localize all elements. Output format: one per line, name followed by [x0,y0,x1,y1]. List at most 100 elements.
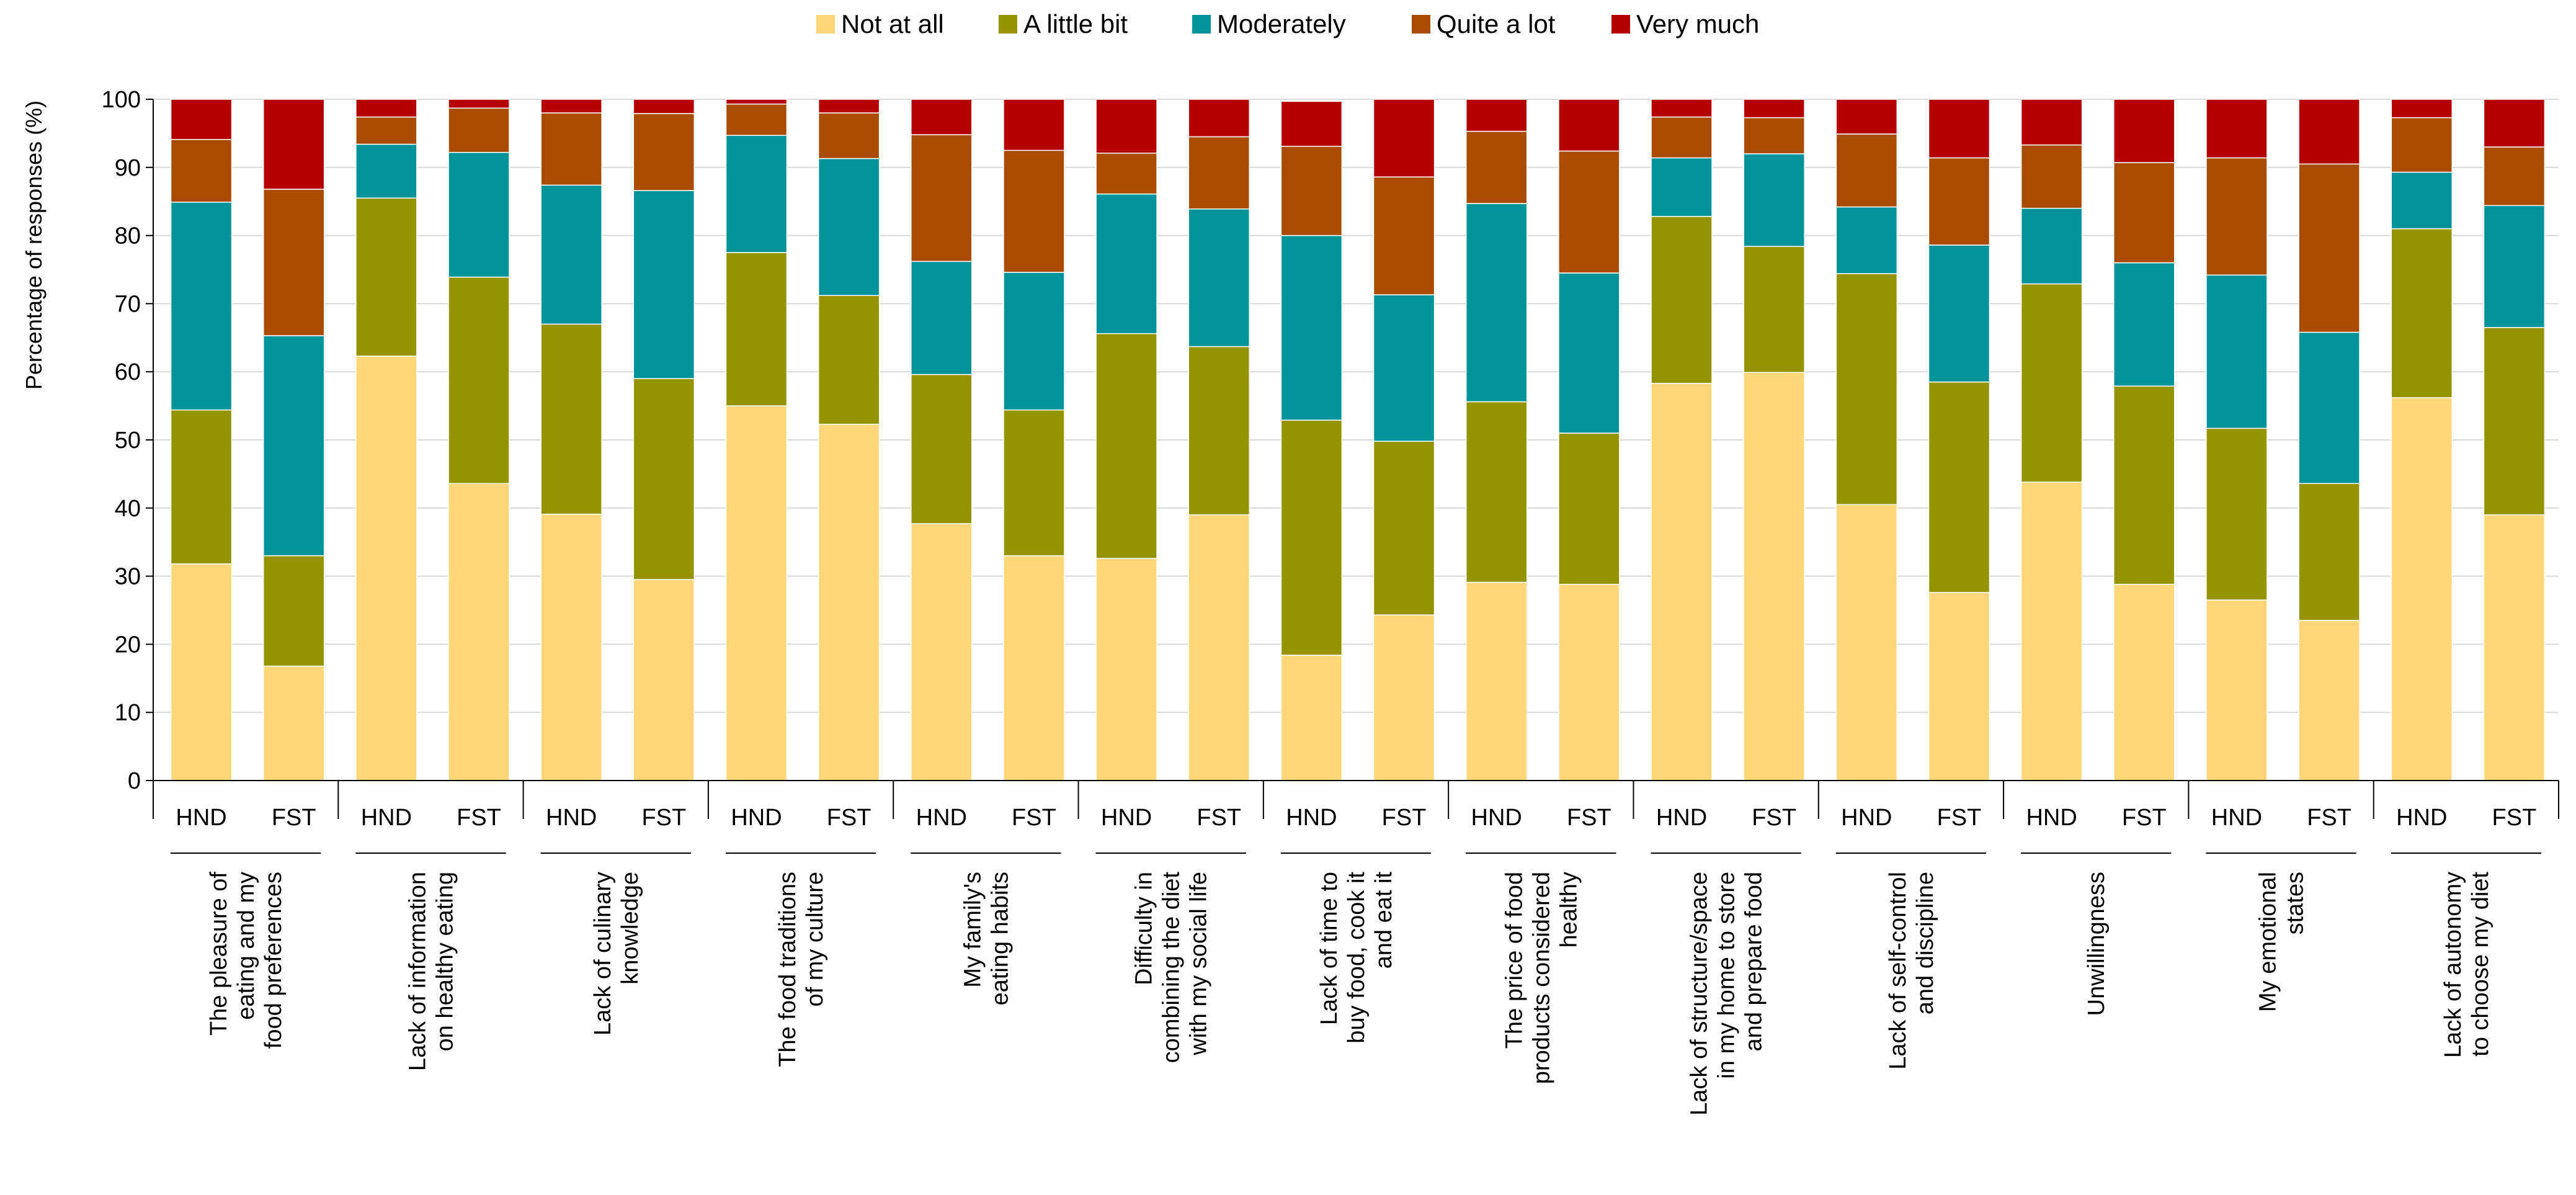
bar-segment [1003,409,1065,557]
bar-label: HND [361,805,412,831]
bar-segment [1373,614,1435,781]
legend-swatch [1412,15,1430,34]
category-label-line: healthy [1556,872,1582,948]
bar-segment [2206,274,2268,429]
bar-label: HND [916,805,967,831]
y-tick-label: 20 [115,632,141,658]
bar-segment [1188,346,1250,516]
bar-segment [818,99,880,114]
bar-segment [1188,514,1250,781]
bar-segment [725,252,788,406]
bar-segment [355,116,417,145]
category-label: Lack of autonomyto choose my diet [2440,872,2494,1058]
bar-segment [2020,481,2083,781]
category-label-line: Lack of time to [1316,872,1342,1025]
bar-segment [2206,157,2268,276]
category-label-line: and discipline [1912,872,1938,1014]
bar-label: HND [2211,805,2262,831]
bar-segment [1743,372,1805,781]
bar-segment [540,323,602,515]
bar-segment [1558,272,1620,434]
bar-segment [2298,483,2360,621]
bar-label: FST [1752,805,1796,831]
y-tick-label: 60 [115,359,141,385]
axes: 0 10 20 30 40 50 60 70 80 90 100 HND FST HND FST HND FST… [102,87,2559,854]
bar-label: HND [176,805,226,831]
category-label-line: food preferences [261,872,287,1049]
bar-segment [818,295,880,425]
bar-segment [1835,206,1898,274]
bar-segment [355,197,417,357]
bar-segment [2391,99,2453,119]
bar-segment [540,513,602,781]
bar-segment [2113,162,2175,264]
bar-segment [2483,327,2546,516]
bar-segment [725,405,788,781]
legend-label: A little bit [1023,9,1128,38]
bar-segment [1558,99,1620,152]
bar-segment [1743,117,1805,154]
bar-label: HND [1101,805,1152,831]
category-label: Unwillingness [2084,872,2110,1016]
bar-segment [2113,584,2175,781]
bar-segment [1465,581,1528,781]
bar-segment [1003,150,1065,273]
y-tick-label: 30 [115,564,141,590]
bar-label: HND [2396,805,2447,831]
bar-segment [1743,153,1805,247]
bar-segment [2391,228,2453,398]
bar-segment [2113,262,2175,387]
bar-segment [355,143,417,199]
bar-label: FST [827,805,871,831]
y-tick-label: 10 [115,700,141,726]
category-label: Difficulty incombining the dietwith my s… [1131,872,1212,1063]
bar-label: HND [1656,805,1707,831]
category-label-line: My family's [960,872,986,988]
bar-segment [2391,117,2453,173]
category-label-line: and prepare food [1741,872,1767,1051]
category-label-line: states [2283,872,2309,934]
category-label-line: and eat it [1371,872,1397,969]
bar-segment [1651,116,1713,159]
legend-swatch [999,15,1017,34]
category-label-line: buy food, cook it [1344,872,1370,1044]
y-tick-label: 70 [115,291,141,317]
bar-segment [1835,99,1898,135]
bar-segment [911,523,973,781]
bar-segment [633,378,695,580]
bar-segment [355,356,417,781]
category-labels: The pleasure ofeating and myfood prefere… [206,872,2494,1116]
bar-segment [2113,99,2175,163]
category-label-line: Lack of autonomy [2440,872,2466,1058]
bar-segment [2206,99,2268,159]
bar-segment [262,665,325,781]
bar-label: FST [2307,805,2351,831]
category-label-line: combining the diet [1159,872,1185,1063]
legend-swatch [1611,15,1630,34]
bar-segment [1558,150,1620,274]
bar-segment [1003,99,1065,151]
legend-label: Quite a lot [1437,9,1556,38]
bar-segment [911,99,973,135]
bar-segment [1003,272,1065,411]
category-label: Lack of time tobuy food, cook itand eat … [1316,872,1397,1044]
bar-segment [540,112,602,186]
bar-segment [448,107,510,153]
category-label-line: Lack of culinary [590,872,616,1036]
category-label-line: My emotional [2255,872,2281,1012]
category-label-line: Lack of self-control [1885,872,1911,1070]
y-tick-label: 90 [115,155,141,181]
category-label: My family'seating habits [960,872,1013,1006]
category-label-line: Lack of structure/space [1687,872,1713,1116]
bar-segment [262,555,325,667]
bar-segment [1743,99,1805,119]
bar-segment [2020,207,2083,285]
bar-segment [1465,130,1528,204]
y-tick-label: 100 [102,87,141,113]
bar-segment [1280,101,1343,147]
bar-segment [818,423,880,781]
bar-segment [1003,555,1065,781]
category-label: The price of foodproducts consideredheal… [1501,872,1582,1084]
bar-segment [1465,203,1528,403]
